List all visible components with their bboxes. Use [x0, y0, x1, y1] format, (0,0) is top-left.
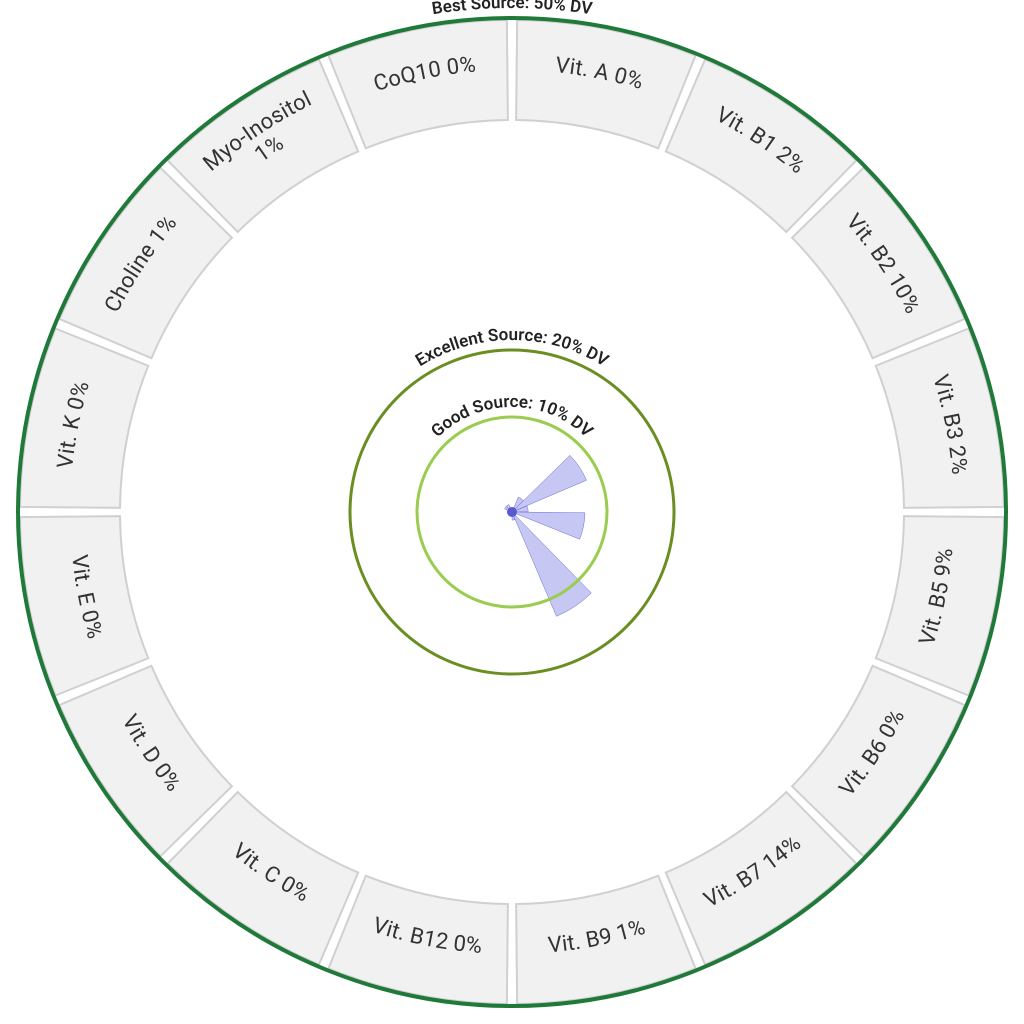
center-tip [507, 507, 517, 517]
vitamin-radial-chart: Good Source: 10% DVExcellent Source: 20%… [0, 0, 1024, 1024]
data-wedges [505, 455, 592, 616]
ring-label-1: Excellent Source: 20% DV [412, 325, 612, 371]
wedge-vit-b2 [512, 455, 587, 512]
